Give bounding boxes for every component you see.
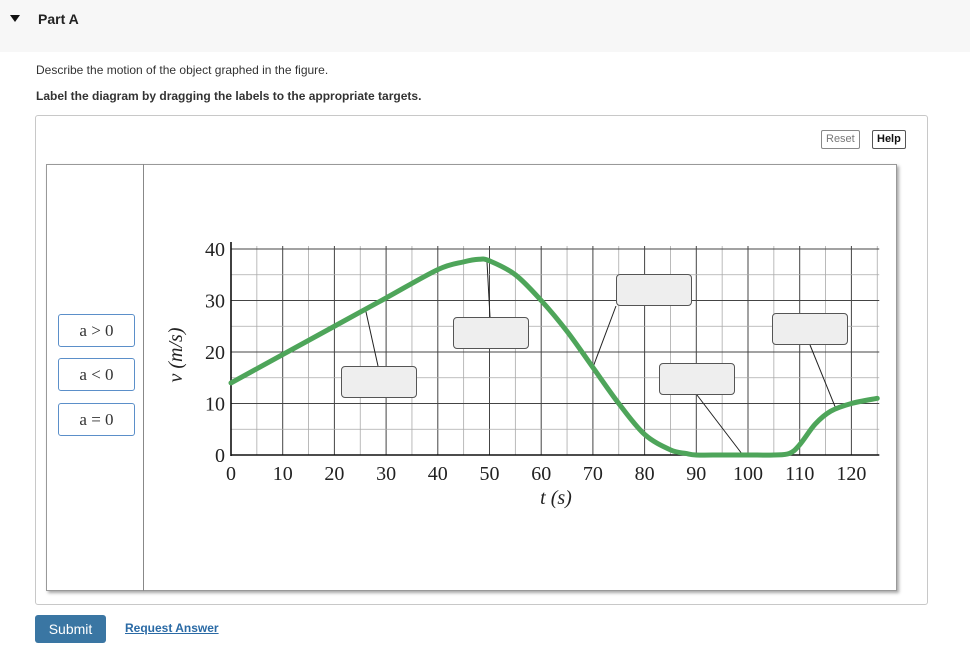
x-tick-label: 90 <box>686 463 706 485</box>
help-button[interactable]: Help <box>872 130 906 149</box>
y-axis-label: v (m/s) <box>165 327 187 382</box>
drop-target-4[interactable] <box>659 363 735 395</box>
request-answer-link[interactable]: Request Answer <box>125 621 219 635</box>
drag-label-a-negative[interactable]: a < 0 <box>58 358 135 391</box>
connector-line <box>486 260 491 318</box>
drag-label-a-positive[interactable]: a > 0 <box>58 314 135 347</box>
x-tick-label: 10 <box>273 463 293 485</box>
connector-line <box>809 344 837 409</box>
y-tick-label: 0 <box>215 445 225 467</box>
reset-button[interactable]: Reset <box>821 130 860 149</box>
drop-target-3[interactable] <box>616 274 692 306</box>
connector-line <box>592 305 617 368</box>
velocity-curve <box>228 256 880 458</box>
submit-button[interactable]: Submit <box>35 615 106 643</box>
x-tick-label: 40 <box>428 463 448 485</box>
graph-grid <box>230 242 880 456</box>
x-tick-label: 110 <box>785 463 814 485</box>
drop-target-2[interactable] <box>453 317 529 349</box>
instruction-label: Label the diagram by dragging the labels… <box>36 89 422 103</box>
velocity-curve-layer <box>228 256 880 458</box>
y-tick-label: 10 <box>205 394 225 416</box>
drop-target-1[interactable] <box>341 366 417 398</box>
instruction-describe: Describe the motion of the object graphe… <box>36 63 329 77</box>
x-tick-label: 50 <box>480 463 500 485</box>
tick-labels: 0 10 20 30 40 50 60 70 80 90 100 110 120 0 10 20 30 40 <box>205 239 866 485</box>
x-axis-label: t (s) <box>540 487 572 509</box>
drag-label-a-zero[interactable]: a = 0 <box>58 403 135 436</box>
connector-line <box>364 309 379 367</box>
x-tick-label: 30 <box>376 463 396 485</box>
y-tick-label: 30 <box>205 291 225 313</box>
target-connector-lines <box>364 260 837 456</box>
x-tick-label: 60 <box>531 463 551 485</box>
x-tick-label: 120 <box>836 463 866 485</box>
x-tick-label: 0 <box>226 463 236 485</box>
x-tick-label: 80 <box>635 463 655 485</box>
part-header: Part A <box>0 0 970 52</box>
x-tick-label: 100 <box>733 463 763 485</box>
label-bank <box>46 164 144 591</box>
x-tick-label: 70 <box>583 463 603 485</box>
y-tick-label: 20 <box>205 342 225 364</box>
y-tick-label: 40 <box>205 239 225 261</box>
drop-target-5[interactable] <box>772 313 848 345</box>
part-title: Part A <box>38 11 79 27</box>
collapse-triangle-icon[interactable] <box>9 14 21 24</box>
connector-line <box>696 394 744 456</box>
x-tick-label: 20 <box>324 463 344 485</box>
